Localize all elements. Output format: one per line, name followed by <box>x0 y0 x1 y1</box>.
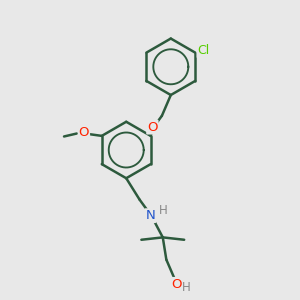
Text: H: H <box>159 204 168 217</box>
Text: N: N <box>146 209 155 222</box>
Text: O: O <box>147 121 158 134</box>
Text: Cl: Cl <box>197 44 210 57</box>
Text: O: O <box>171 278 181 291</box>
Text: H: H <box>182 281 191 294</box>
Text: O: O <box>79 126 89 140</box>
